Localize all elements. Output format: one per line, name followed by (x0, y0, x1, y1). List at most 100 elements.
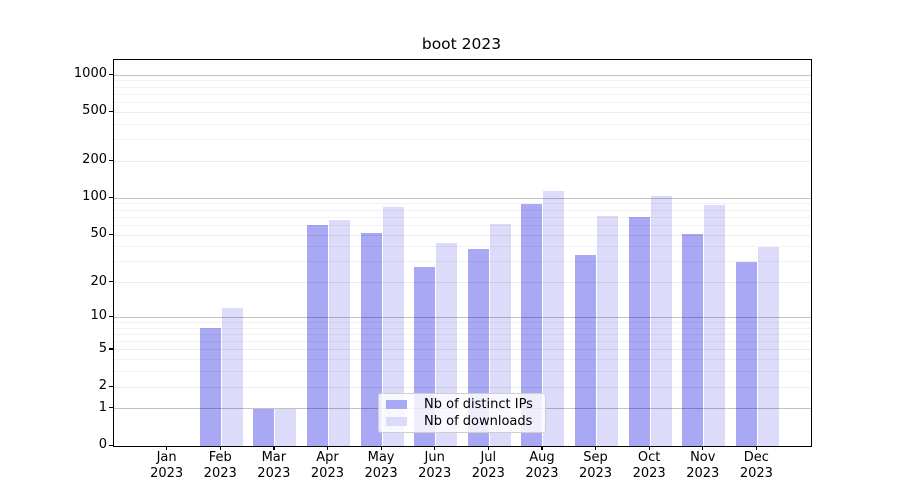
x-tick-mark (380, 446, 382, 450)
gridline (114, 160, 811, 162)
bar-distinct-ips (575, 255, 597, 446)
x-tick-mark (702, 446, 704, 450)
gridline (114, 386, 811, 388)
gridline (114, 74, 811, 76)
gridline (114, 234, 811, 236)
y-tick-label: 20 (90, 273, 107, 289)
plot-area (113, 59, 812, 447)
legend-item-downloads: Nb of downloads (379, 413, 545, 430)
y-tick-label: 500 (82, 103, 107, 119)
x-tick-mark (434, 446, 436, 450)
legend-label-distinct-ips: Nb of distinct IPs (424, 397, 533, 412)
bar-distinct-ips (360, 232, 382, 446)
gridline (114, 123, 811, 125)
gridline (114, 341, 811, 343)
y-tick-label: 1000 (73, 66, 107, 82)
gridline (114, 359, 811, 361)
bar-downloads (757, 246, 779, 446)
x-tick-mark (648, 446, 650, 450)
gridline (114, 327, 811, 329)
x-tick-mark (326, 446, 329, 450)
gridline (114, 224, 811, 226)
bar-downloads (328, 220, 350, 446)
gridline (114, 321, 811, 323)
y-tick-mark (109, 196, 113, 199)
x-tick-mark (755, 446, 758, 450)
bar-downloads (382, 207, 404, 446)
gridline (114, 246, 811, 248)
gridline (114, 209, 811, 211)
x-tick-label: Feb 2023 (203, 450, 237, 481)
x-tick-label: Sep 2023 (578, 450, 613, 481)
x-tick-label: Nov 2023 (686, 450, 720, 481)
gridline (114, 316, 811, 318)
legend-item-distinct-ips: Nb of distinct IPs (379, 396, 545, 413)
gridline (114, 216, 811, 218)
bar-downloads (704, 204, 726, 446)
gridline (114, 111, 811, 113)
legend-swatch-downloads (386, 417, 407, 426)
x-tick-mark (219, 446, 221, 450)
x-tick-label: Jun 2023 (418, 450, 452, 481)
x-tick-mark (166, 446, 168, 450)
x-tick-mark (487, 446, 489, 450)
y-tick-label: 0 (98, 437, 107, 452)
x-tick-label: Oct 2023 (632, 450, 666, 481)
y-tick-label: 10 (90, 308, 107, 324)
x-tick-label: Jul 2023 (471, 450, 505, 481)
gridline (114, 261, 811, 263)
y-tick-mark (109, 315, 113, 318)
bar-distinct-ips (253, 408, 275, 446)
y-tick-label: 5 (98, 340, 107, 356)
bar-downloads (650, 196, 672, 446)
y-tick-mark (109, 159, 113, 162)
x-tick-mark (595, 446, 597, 450)
gridline (114, 197, 811, 199)
y-tick-label: 1 (98, 399, 107, 415)
y-tick-mark (109, 385, 113, 387)
bar-downloads (543, 191, 565, 446)
y-tick-label: 2 (98, 378, 107, 394)
bar-distinct-ips (735, 261, 757, 446)
gridline (114, 93, 811, 95)
y-tick-mark (109, 281, 113, 283)
gridline (114, 203, 811, 205)
gridline (114, 282, 811, 284)
x-tick-mark (273, 446, 275, 450)
y-tick-label: 50 (90, 226, 107, 242)
bar-distinct-ips (682, 233, 704, 446)
y-tick-mark (109, 110, 113, 113)
gridline (114, 86, 811, 88)
chart-title: boot 2023 (421, 35, 502, 53)
y-tick-label: 100 (82, 189, 107, 205)
gridline (114, 371, 811, 373)
gridline (114, 349, 811, 351)
bar-downloads (275, 408, 297, 446)
gridline (114, 139, 811, 141)
gridline (114, 102, 811, 104)
y-tick-mark (109, 73, 113, 75)
x-tick-label: Mar 2023 (257, 450, 291, 481)
legend: Nb of distinct IPs Nb of downloads (378, 393, 546, 433)
y-tick-mark (109, 444, 113, 446)
bar-distinct-ips (521, 203, 543, 446)
bar-distinct-ips (628, 217, 650, 446)
gridline (114, 80, 811, 82)
legend-swatch-distinct-ips (386, 400, 407, 409)
bar-downloads (597, 215, 619, 446)
y-tick-mark (109, 348, 113, 350)
x-tick-mark (541, 446, 543, 450)
bar-distinct-ips (306, 225, 328, 446)
x-tick-label: Aug 2023 (525, 450, 559, 481)
y-tick-mark (109, 233, 113, 235)
gridline (114, 333, 811, 335)
legend-label-downloads: Nb of downloads (424, 414, 533, 429)
x-tick-label: May 2023 (364, 450, 398, 481)
x-tick-label: Dec 2023 (739, 450, 773, 481)
y-tick-mark (109, 407, 113, 409)
bar-distinct-ips (199, 328, 221, 446)
bar-downloads (489, 223, 511, 446)
x-tick-label: Apr 2023 (310, 450, 344, 481)
y-tick-label: 200 (82, 152, 107, 168)
